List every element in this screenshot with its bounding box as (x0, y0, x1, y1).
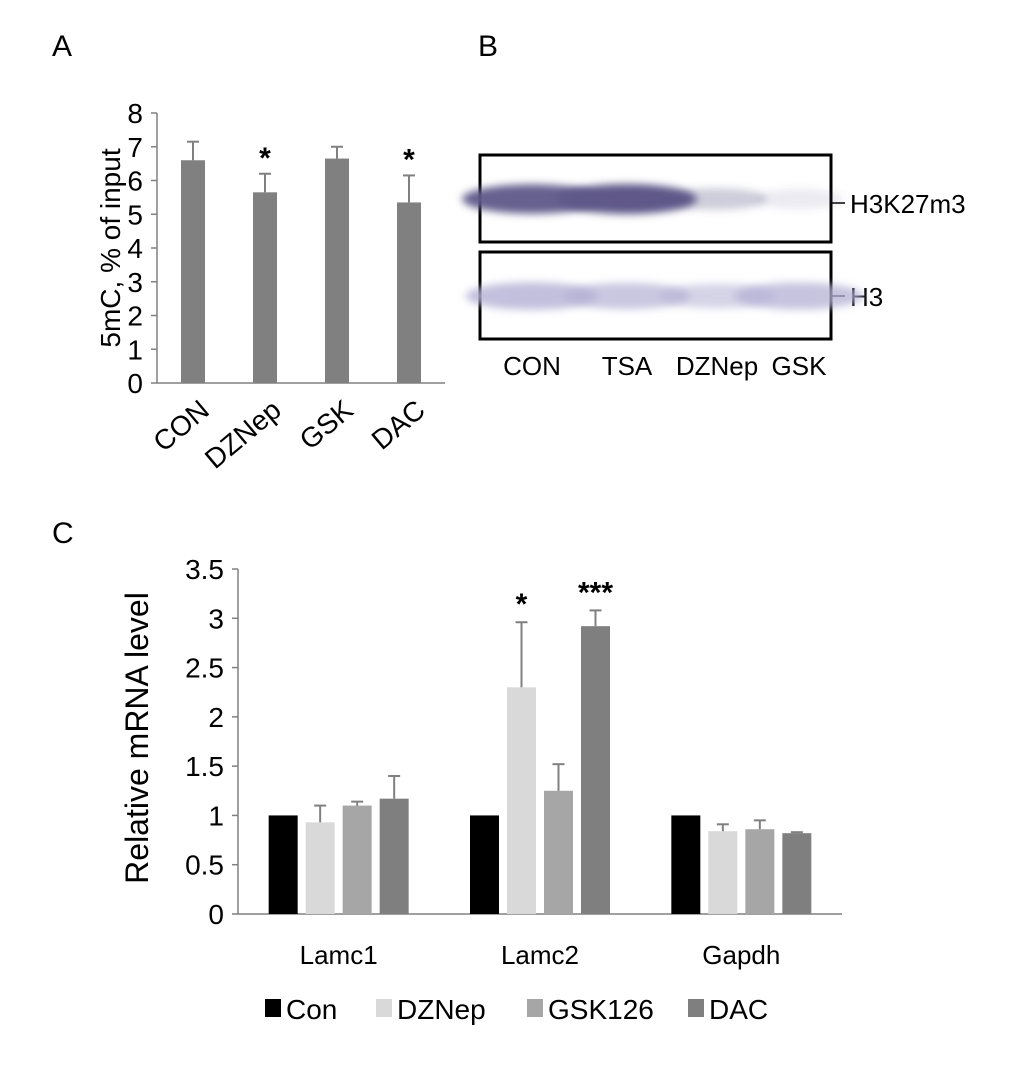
blot-band-h3-gsk (734, 282, 864, 310)
chart-c-bar-lamc1-con (268, 815, 298, 914)
blot-row-label-h3k27m3: H3K27m3 (850, 189, 966, 219)
chart-a-xtick-label: DAC (366, 394, 431, 456)
chart-a-ylabel: 5mC, % of input (95, 148, 126, 347)
panel-label-a: A (52, 30, 72, 63)
blot-band-h3k27m3-tsa (557, 184, 697, 214)
chart-c-ytick-label: 0.5 (185, 850, 224, 881)
chart-c-bar-lamc1-dac (379, 798, 409, 914)
panel-label-b: B (478, 30, 498, 63)
chart-c-legend: Con DZNep GSK126 DAC (265, 994, 768, 1025)
legend-swatch-dac (688, 999, 704, 1017)
chart-c-bar-lamc2-gsk126 (544, 790, 573, 914)
chart-a-significance: * (403, 143, 415, 176)
chart-c-significance: * (516, 588, 528, 621)
chart-c-bar-gapdh-dac (782, 833, 812, 914)
panel-label-c: C (52, 517, 74, 550)
blot-band-h3-con (465, 282, 599, 310)
chart-c-bar-gapdh-dznep (708, 831, 738, 914)
chart-a-significance: * (259, 142, 271, 175)
chart-c-xtick-label: Lamc1 (300, 940, 378, 970)
chart-c-xtick-label: Lamc2 (501, 940, 579, 970)
western-blot: H3K27m3 H3 CON TSA DZNep GSK (462, 153, 966, 381)
chart-c-bar-lamc2-con (470, 815, 499, 914)
blot-band-h3-tsa (563, 282, 691, 310)
chart-a-ytick-label: 8 (127, 98, 143, 129)
chart-c-bar-lamc2-dznep (507, 687, 536, 914)
blot-lane-label-dznep: DZNep (676, 351, 758, 381)
chart-a-ytick-label: 1 (127, 334, 143, 365)
chart-c-ytick-label: 1.5 (185, 751, 224, 782)
chart-a-xtick-label: GSK (294, 394, 359, 456)
chart-c-bar-gapdh-con (671, 815, 701, 914)
chart-a-ytick-label: 5 (127, 199, 143, 230)
chart-a-xtick-label: DZNep (199, 394, 287, 475)
legend-label-con: Con (286, 994, 337, 1025)
chart-c-ytick-label: 0 (208, 899, 224, 930)
chart-c: Relative mRNA level 0 0.5 1 1.5 2 2.5 3 3.5 Lamc… (119, 554, 842, 970)
legend-label-dac: DAC (709, 994, 768, 1025)
chart-a-ytick-label: 7 (127, 132, 143, 163)
chart-a-ytick-label: 3 (127, 267, 143, 298)
chart-a-ytick-label: 0 (127, 368, 143, 399)
chart-c-ytick-label: 2 (208, 702, 224, 733)
chart-c-ytick-label: 2.5 (185, 653, 224, 684)
chart-c-ytick-label: 1 (208, 800, 224, 831)
legend-swatch-con (265, 999, 281, 1017)
chart-a-bar-dznep (253, 192, 277, 383)
chart-a-ytick-label: 2 (127, 301, 143, 332)
legend-label-gsk126: GSK126 (548, 994, 654, 1025)
chart-c-bar-lamc2-dac (581, 626, 610, 914)
chart-a-bar-dac (397, 202, 421, 383)
chart-c-ylabel: Relative mRNA level (119, 592, 155, 884)
legend-swatch-gsk126 (527, 999, 543, 1017)
chart-c-ytick-label: 3.5 (185, 554, 224, 585)
blot-band-h3k27m3-dznep (667, 188, 767, 210)
blot-band-h3k27m3-gsk (755, 189, 843, 209)
blot-lane-label-gsk: GSK (772, 351, 828, 381)
chart-a-bar-con (181, 160, 205, 383)
blot-lane-label-con: CON (503, 351, 561, 381)
chart-c-xtick-label: Gapdh (702, 940, 780, 970)
blot-lane-label-tsa: TSA (602, 351, 653, 381)
legend-label-dznep: DZNep (397, 994, 486, 1025)
legend-swatch-dznep (376, 999, 392, 1017)
chart-a-ytick-label: 6 (127, 166, 143, 197)
chart-c-significance: *** (578, 576, 613, 609)
chart-c-bar-lamc1-gsk126 (342, 805, 372, 914)
chart-a-bar-gsk (325, 158, 349, 383)
chart-c-ytick-label: 3 (208, 603, 224, 634)
chart-c-bar-lamc1-dznep (305, 822, 335, 914)
chart-a-ytick-label: 4 (127, 233, 143, 264)
chart-c-bar-gapdh-gsk126 (745, 829, 775, 914)
